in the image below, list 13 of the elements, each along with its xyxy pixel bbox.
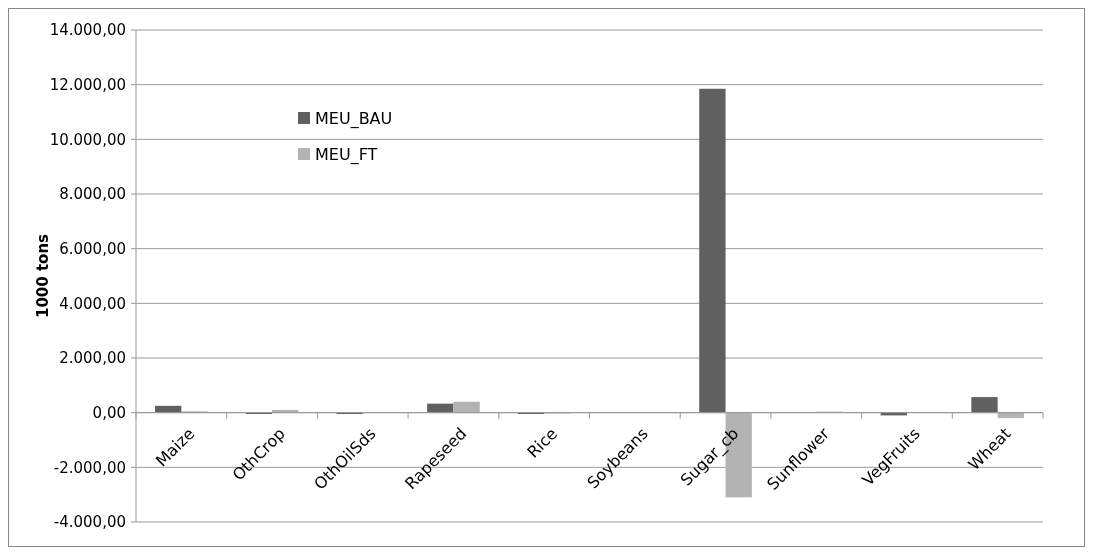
y-tick-label: 8.000,00 bbox=[59, 185, 126, 204]
y-tick-label: 0,00 bbox=[92, 403, 126, 422]
y-tick-label: -2.000,00 bbox=[53, 458, 126, 477]
y-tick-label: 14.000,00 bbox=[49, 21, 126, 40]
y-tick-label: 2.000,00 bbox=[59, 349, 126, 368]
legend-label: MEU_FT bbox=[315, 144, 378, 165]
y-tick-label: 12.000,00 bbox=[49, 75, 126, 94]
y-tick-label: -4.000,00 bbox=[53, 513, 126, 532]
y-tick-label: 10.000,00 bbox=[49, 130, 126, 149]
y-tick-label: 4.000,00 bbox=[59, 294, 126, 313]
y-axis-title: 1000 tons bbox=[34, 233, 52, 319]
legend-label: MEU_BAU bbox=[315, 108, 393, 129]
y-tick-label: 6.000,00 bbox=[59, 239, 126, 258]
